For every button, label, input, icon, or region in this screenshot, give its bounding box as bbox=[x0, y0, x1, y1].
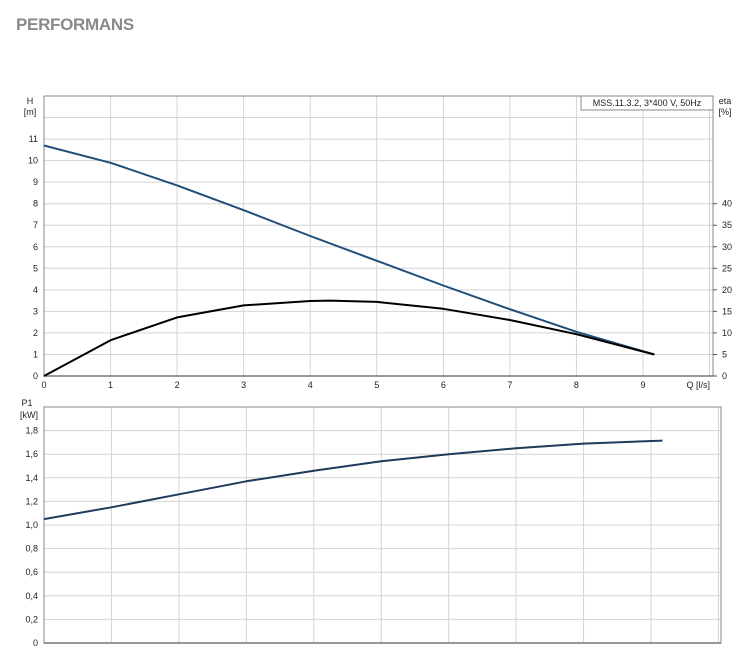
y-tick-label: 7 bbox=[33, 220, 38, 230]
y-tick-label: 2 bbox=[33, 328, 38, 338]
y2-axis-label: eta bbox=[719, 96, 732, 106]
x-tick-label: 7 bbox=[507, 380, 512, 390]
y-tick-label: 0,8 bbox=[25, 544, 38, 554]
y-tick-label: 8 bbox=[33, 199, 38, 209]
y2-tick-label: 10 bbox=[722, 328, 732, 338]
legend-label: MSS.11.3.2, 3*400 V, 50Hz bbox=[593, 98, 702, 108]
y-tick-label: 1 bbox=[33, 349, 38, 359]
eta-curve bbox=[43, 299, 655, 377]
y-tick-label: 11 bbox=[29, 134, 38, 144]
y2-tick-label: 35 bbox=[722, 220, 732, 230]
y-axis-label: H bbox=[27, 96, 34, 106]
y-tick-label: 1,0 bbox=[25, 520, 38, 530]
x-tick-label: 3 bbox=[241, 380, 246, 390]
x-tick-label: 2 bbox=[175, 380, 180, 390]
y-tick-label: 1,4 bbox=[25, 473, 38, 483]
y-tick-label: 5 bbox=[33, 263, 38, 273]
y-tick-label: 0 bbox=[33, 371, 38, 381]
y2-tick-label: 30 bbox=[722, 242, 732, 252]
y-tick-label: 9 bbox=[33, 177, 38, 187]
y-tick-label: 0,4 bbox=[25, 591, 38, 601]
y-tick-label: 0,6 bbox=[25, 567, 38, 577]
y2-tick-label: 40 bbox=[722, 199, 732, 209]
y-tick-label: 1,8 bbox=[25, 426, 38, 436]
x-tick-label: 8 bbox=[574, 380, 579, 390]
x-tick-label: 4 bbox=[308, 380, 313, 390]
y2-tick-label: 0 bbox=[722, 371, 727, 381]
x-axis-label: Q [l/s] bbox=[686, 380, 710, 390]
plot-frame bbox=[43, 95, 714, 377]
y2-tick-label: 15 bbox=[722, 306, 732, 316]
page-title: PERFORMANS bbox=[16, 15, 134, 34]
y-tick-label: 1,2 bbox=[25, 496, 38, 506]
y2-tick-label: 20 bbox=[722, 285, 732, 295]
y2-tick-label: 5 bbox=[722, 349, 727, 359]
y-tick-label: 3 bbox=[33, 306, 38, 316]
y2-tick-label: 25 bbox=[722, 263, 732, 273]
x-tick-label: 1 bbox=[108, 380, 113, 390]
y-tick-label: 10 bbox=[28, 156, 38, 166]
y-axis-unit: [kW] bbox=[20, 410, 38, 420]
power-curve bbox=[43, 439, 663, 521]
x-tick-label: 0 bbox=[41, 380, 46, 390]
y-tick-label: 0,2 bbox=[25, 614, 38, 624]
y-tick-label: 1,6 bbox=[25, 449, 38, 459]
y-tick-label: 4 bbox=[33, 285, 38, 295]
y2-axis-unit: [%] bbox=[718, 107, 731, 117]
x-tick-label: 9 bbox=[640, 380, 645, 390]
y-axis-label: P1 bbox=[21, 398, 32, 408]
x-tick-label: 6 bbox=[441, 380, 446, 390]
y-axis-unit: [m] bbox=[24, 107, 37, 117]
legend-box bbox=[580, 95, 714, 111]
x-tick-label: 5 bbox=[374, 380, 379, 390]
y-tick-label: 0 bbox=[33, 638, 38, 648]
head-curve bbox=[43, 144, 655, 356]
y-tick-label: 6 bbox=[33, 242, 38, 252]
